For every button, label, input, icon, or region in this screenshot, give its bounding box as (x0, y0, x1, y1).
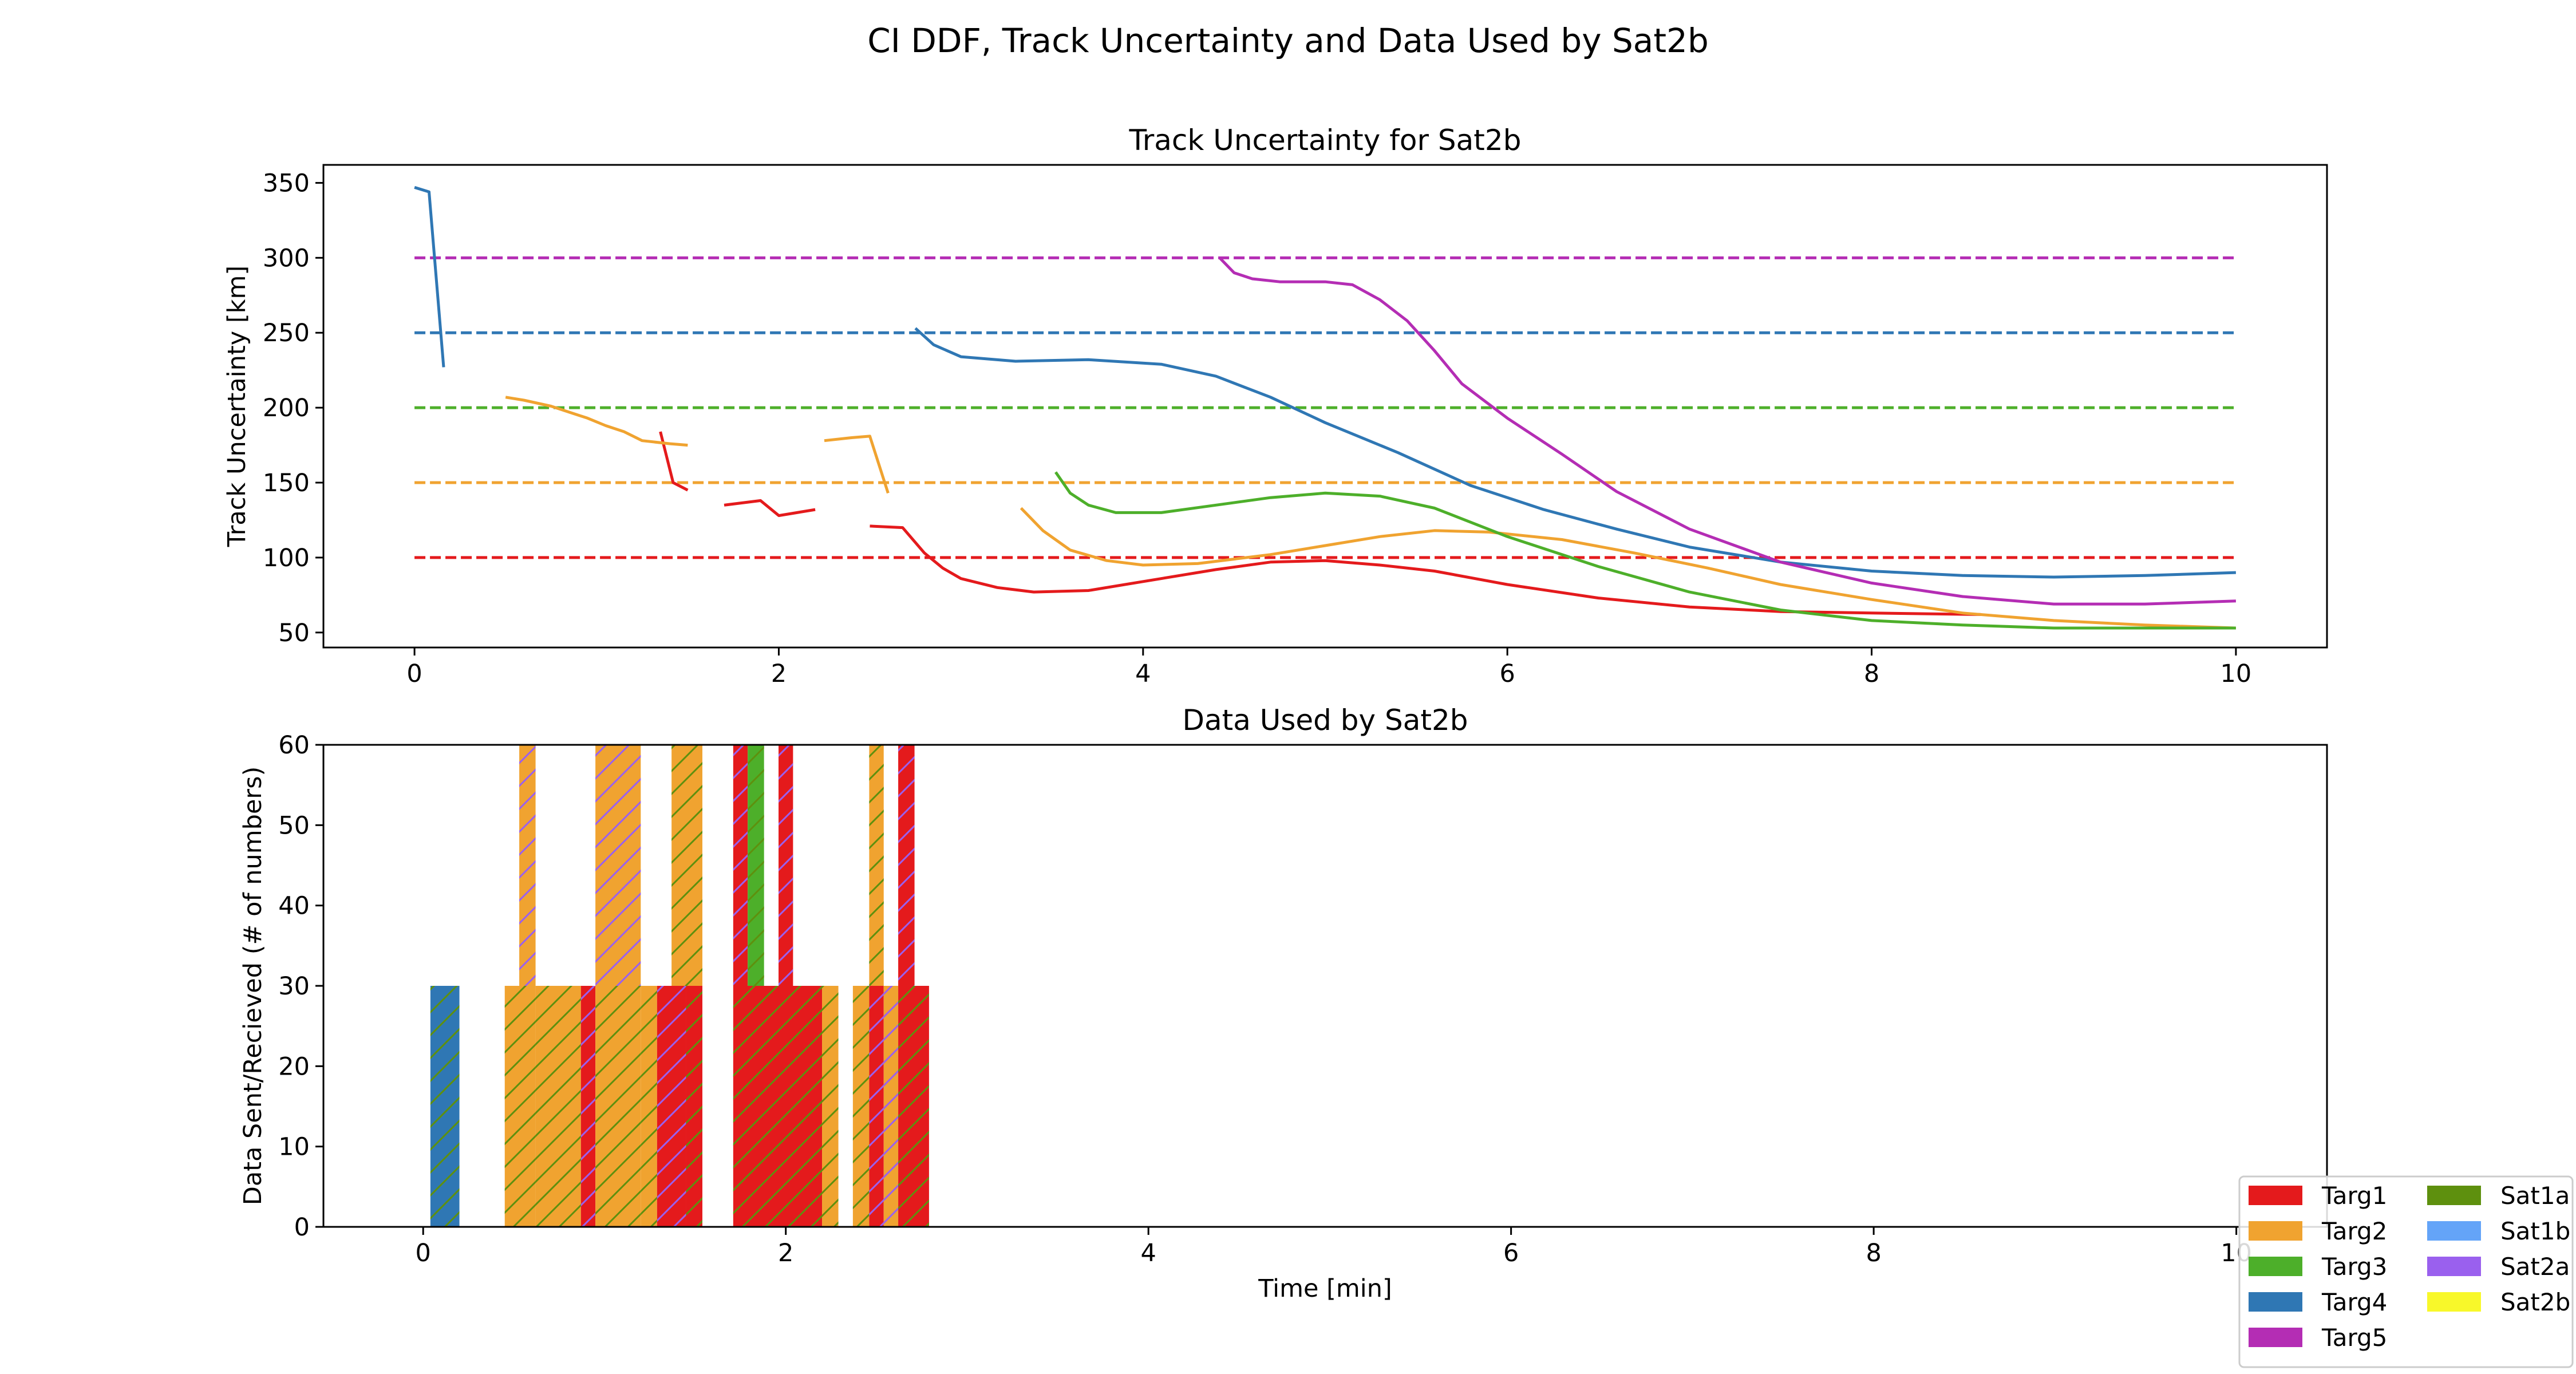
legend-swatch-sat2a (2427, 1257, 2481, 1276)
y-tick-label: 50 (278, 619, 310, 647)
legend-label-sat1b: Sat1b (2500, 1217, 2570, 1245)
bar-hatch-18 (869, 745, 884, 986)
legend-swatch-targ3 (2249, 1257, 2302, 1276)
y-axis-label: Track Uncertainty [km] (223, 266, 251, 547)
x-tick-label: 0 (416, 1239, 431, 1268)
bar-hatch-12 (733, 745, 748, 986)
y-tick-label: 250 (263, 319, 310, 348)
legend-label-targ2: Targ2 (2321, 1217, 2387, 1245)
bar-hatch-7 (641, 986, 657, 1227)
y-tick-label: 50 (278, 811, 310, 840)
series-line-targ1-2 (870, 524, 1981, 616)
bar-hatch-10 (671, 745, 702, 986)
series-line-targ4-0 (414, 185, 445, 368)
legend-label-targ1: Targ1 (2321, 1182, 2387, 1210)
y-tick-label: 300 (263, 244, 310, 273)
legend-swatch-targ4 (2249, 1292, 2302, 1312)
legend-swatch-sat1b (2427, 1221, 2481, 1241)
legend-swatch-targ1 (2249, 1186, 2302, 1205)
legend-swatch-sat1a (2427, 1186, 2481, 1205)
series-line-targ2-1 (824, 435, 890, 494)
legend-swatch-targ2 (2249, 1221, 2302, 1241)
x-tick-label: 10 (2221, 660, 2252, 688)
y-tick-label: 60 (278, 731, 310, 760)
y-tick-label: 200 (263, 394, 310, 423)
bar-hatch-0 (430, 986, 460, 1227)
bar-hatch-19 (883, 986, 899, 1227)
bar-hatch-15 (822, 986, 839, 1227)
x-tick-label: 4 (1135, 660, 1151, 688)
legend-swatch-targ5 (2249, 1328, 2302, 1347)
y-tick-label: 350 (263, 169, 310, 198)
bar-hatch-2 (519, 745, 536, 986)
series-line-targ2-0 (505, 396, 688, 447)
bar-hatch-9 (686, 986, 702, 1227)
bar-hatch-14 (779, 745, 793, 986)
x-tick-label: 0 (406, 660, 422, 688)
bar-hatch-20 (898, 986, 929, 1227)
y-tick-label: 0 (294, 1213, 310, 1242)
x-tick-label: 6 (1503, 1239, 1519, 1268)
y-tick-label: 20 (278, 1052, 310, 1081)
legend-label-targ5: Targ5 (2321, 1324, 2387, 1352)
bar-hatch-3 (535, 986, 581, 1227)
legend-label-targ4: Targ4 (2321, 1288, 2387, 1316)
legend-box (2238, 1175, 2574, 1368)
series-line-targ3-0 (1054, 471, 2236, 630)
x-tick-label: 6 (1500, 660, 1515, 688)
panel-title: Track Uncertainty for Sat2b (1129, 124, 1522, 157)
series-line-targ5-0 (1218, 256, 2236, 606)
bar-hatch-6 (595, 745, 641, 986)
series-line-targ2-2 (1020, 507, 2236, 630)
x-tick-label: 4 (1140, 1239, 1156, 1268)
series-line-targ1-1 (724, 499, 816, 518)
x-tick-label: 2 (778, 1239, 793, 1268)
bar-hatch-11 (733, 986, 823, 1227)
bar-hatch-13 (748, 745, 764, 986)
figure-title: CI DDF, Track Uncertainty and Data Used … (867, 21, 1709, 60)
bar-hatch-16 (852, 986, 870, 1227)
x-axis-label: Time [min] (1258, 1274, 1392, 1303)
y-tick-label: 100 (263, 544, 310, 572)
legend-label-sat2b: Sat2b (2500, 1288, 2570, 1316)
y-tick-label: 40 (278, 892, 310, 921)
legend-label-targ3: Targ3 (2321, 1253, 2387, 1281)
bar-hatch-8 (657, 986, 686, 1227)
series-line-targ4-1 (914, 327, 2236, 579)
legend: Targ1 Targ2 Targ3 Targ4 Targ5 Sat1a Sat1b Sat2a… (2238, 1175, 2574, 1368)
y-tick-label: 150 (263, 469, 310, 498)
bar-hatch-1 (504, 986, 536, 1227)
bar-hatch-4 (580, 986, 596, 1227)
panel-title: Data Used by Sat2b (1182, 704, 1468, 737)
legend-label-sat2a: Sat2a (2500, 1253, 2570, 1281)
x-tick-label: 8 (1866, 1239, 1881, 1268)
bar-hatch-21 (898, 745, 915, 986)
series-line-targ1-0 (659, 431, 689, 492)
x-tick-label: 2 (771, 660, 787, 688)
bar-hatch-17 (869, 986, 884, 1227)
y-tick-label: 10 (278, 1133, 310, 1162)
axes-frame (322, 164, 2328, 649)
y-tick-label: 30 (278, 972, 310, 1001)
bar-hatch-5 (595, 986, 641, 1227)
y-axis-label: Data Sent/Recieved (# of numbers) (239, 767, 267, 1206)
track-uncertainty-panel: Track Uncertainty for Sat2b 0 2 4 6 8 10 50 100 1… (223, 124, 2328, 688)
x-tick-label: 8 (1864, 660, 1879, 688)
legend-swatch-sat2b (2427, 1292, 2481, 1312)
legend-label-sat1a: Sat1a (2500, 1182, 2570, 1210)
